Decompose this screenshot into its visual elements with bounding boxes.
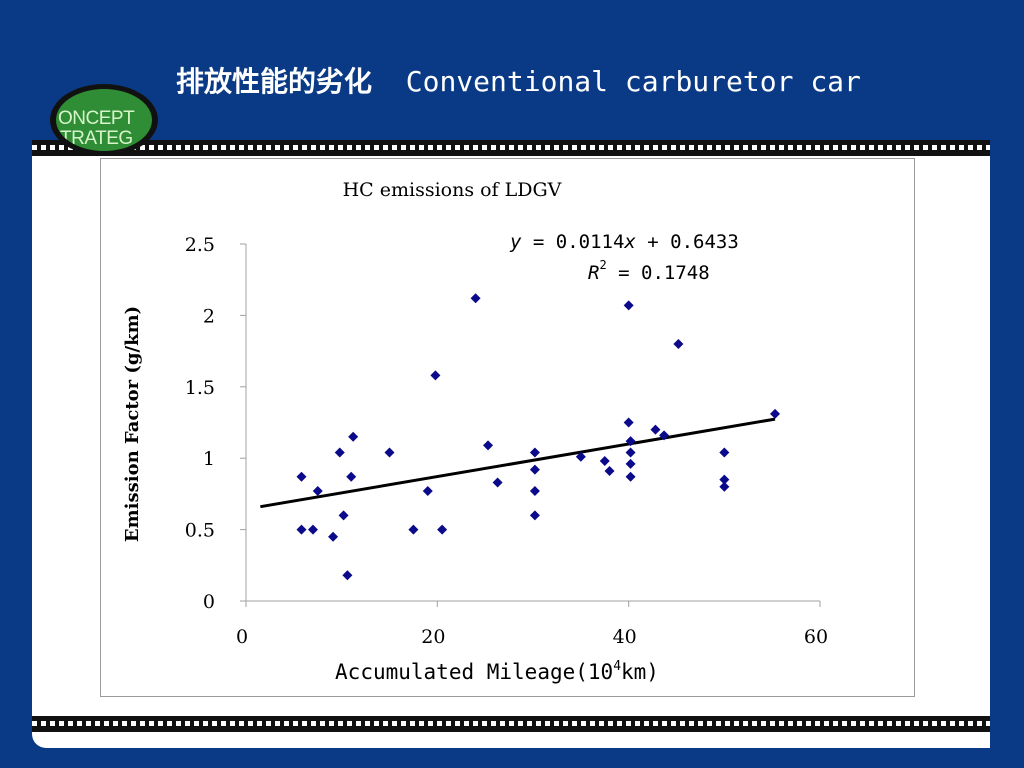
logo-face: ONCEPT TRATEG (56, 89, 152, 151)
x-tick-label: 40 (613, 626, 637, 648)
data-point (625, 458, 636, 469)
data-point (334, 447, 345, 458)
slide-title-english: Conventional carburetor car (405, 65, 861, 98)
data-point (328, 531, 339, 542)
y-tick-label: 1.5 (185, 377, 215, 399)
x-tick-label: 20 (421, 626, 445, 648)
data-point (307, 524, 318, 535)
data-point (599, 456, 610, 467)
data-point (529, 510, 540, 521)
chart-area-border (100, 158, 915, 697)
data-point (625, 447, 636, 458)
y-tick-labels: 0 0.5 1 1.5 2 2.5 (185, 234, 215, 613)
data-point (659, 430, 670, 441)
data-point (296, 471, 307, 482)
slide-title-chinese: 排放性能的劣化 (176, 65, 373, 98)
y-tick-label: 0 (203, 591, 215, 613)
trend-equation: y = 0.0114x + 0.6433 (509, 231, 739, 253)
r-squared-exponent: 2 (599, 258, 606, 272)
data-points (296, 293, 781, 581)
data-point (470, 293, 481, 304)
data-point (312, 486, 323, 497)
data-point (770, 408, 781, 419)
equation-y: y (509, 231, 522, 253)
trendline (260, 417, 776, 509)
concept-strategy-logo: ONCEPT TRATEG (50, 84, 158, 156)
equation-slope: = 0.0114 (521, 231, 624, 253)
y-tick-label: 2 (203, 305, 215, 327)
r-squared: R2 = 0.1748 (588, 258, 710, 284)
film-strip-top (32, 140, 990, 156)
film-strip-bottom (32, 716, 990, 732)
y-tick-label: 0.5 (185, 520, 215, 542)
equation-x: x (623, 231, 636, 253)
data-point (623, 417, 634, 428)
x-tick-label: 60 (804, 626, 828, 648)
data-point (348, 431, 359, 442)
data-point (529, 464, 540, 475)
data-point (384, 447, 395, 458)
data-point (483, 440, 494, 451)
data-point (529, 447, 540, 458)
x-axis-label-exponent: 4 (613, 659, 621, 674)
y-tick-label: 2.5 (185, 234, 215, 256)
axes (240, 243, 821, 607)
data-point (346, 471, 357, 482)
equation-intercept: + 0.6433 (636, 231, 739, 253)
data-point (575, 451, 586, 462)
data-point (650, 424, 661, 435)
logo-text-bottom: TRATEG (60, 128, 133, 149)
data-point (296, 524, 307, 535)
y-axis-label: Emission Factor (g/km) (122, 306, 143, 542)
slide-title: 排放性能的劣化 Conventional carburetor car (176, 60, 861, 100)
data-point (623, 300, 634, 311)
data-point (719, 481, 730, 492)
data-point (625, 436, 636, 447)
trendline-group (260, 417, 776, 509)
data-point (408, 524, 419, 535)
data-point (437, 524, 448, 535)
x-axis-label-main: Accumulated Mileage(10 (335, 660, 613, 684)
r-squared-symbol: R (588, 262, 599, 284)
data-point (422, 486, 433, 497)
panel-bottom-edge (32, 732, 990, 748)
data-point (625, 471, 636, 482)
data-point (338, 510, 349, 521)
data-point (342, 570, 353, 581)
data-point (673, 338, 684, 349)
x-tick-labels: 0 20 40 60 (236, 626, 828, 648)
data-point (430, 370, 441, 381)
logo-text-top: ONCEPT (58, 108, 135, 129)
data-point (604, 466, 615, 477)
x-axis-label: Accumulated Mileage(104km) (335, 659, 659, 684)
data-point (492, 477, 503, 488)
data-point (719, 474, 730, 485)
x-axis-label-unit: km) (621, 660, 659, 684)
r-squared-value: = 0.1748 (607, 262, 710, 284)
chart-title: HC emissions of LDGV (343, 179, 562, 201)
x-tick-label: 0 (236, 626, 248, 648)
data-point (719, 447, 730, 458)
y-tick-label: 1 (203, 448, 215, 470)
data-point (529, 486, 540, 497)
